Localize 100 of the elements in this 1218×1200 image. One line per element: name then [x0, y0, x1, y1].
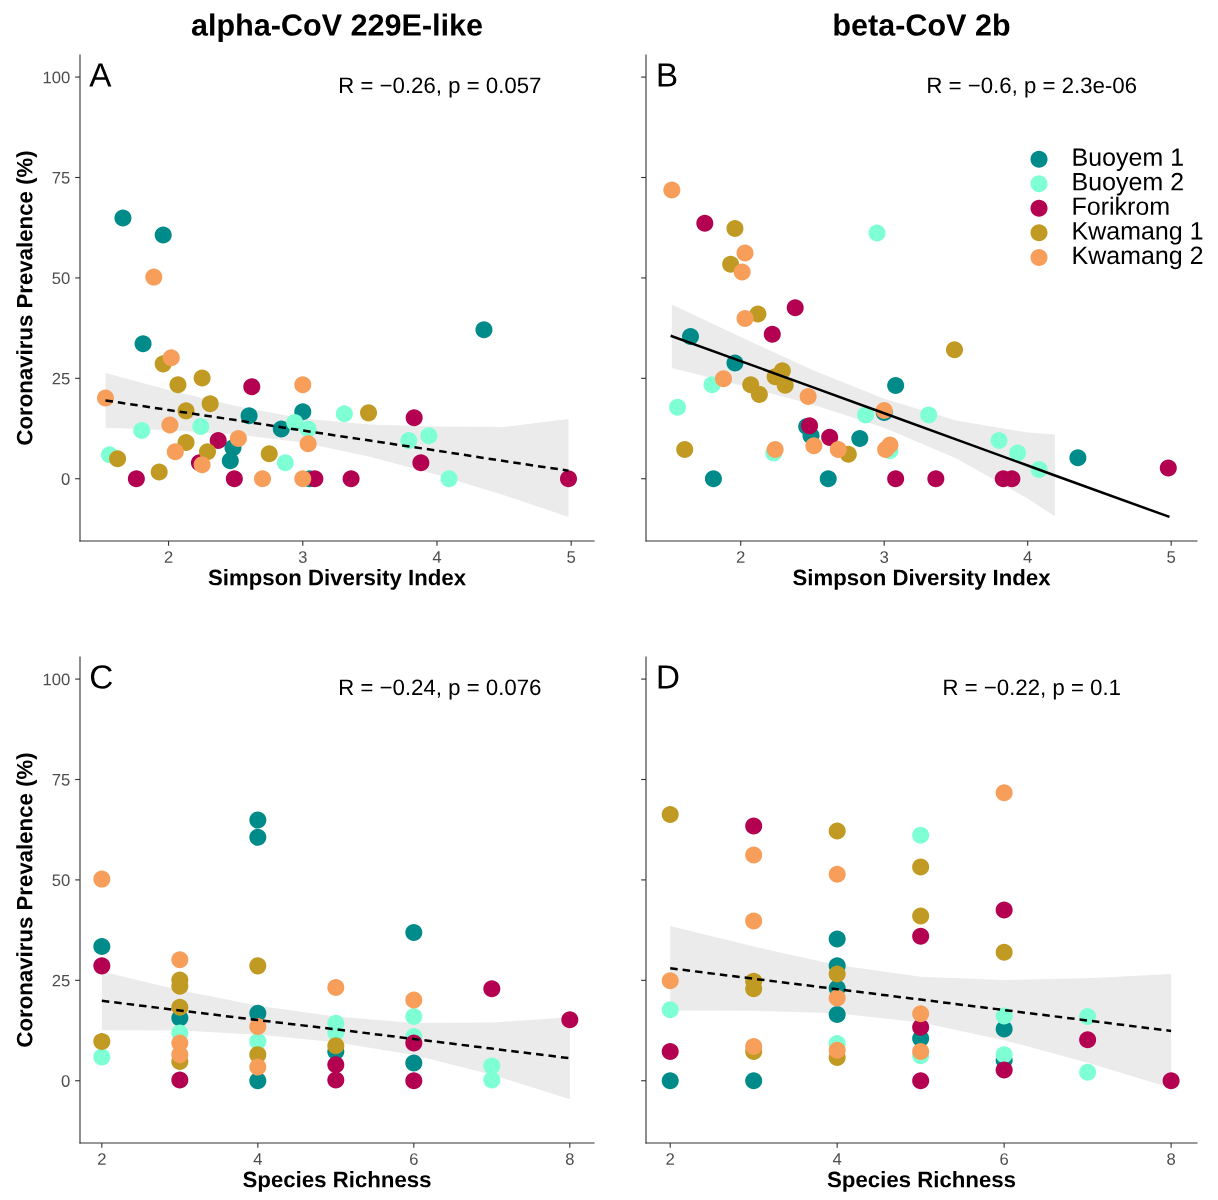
point	[335, 405, 353, 423]
x-tick-label: 6	[1000, 1153, 1009, 1165]
y-tick-label: 75	[52, 172, 70, 184]
point	[327, 1071, 345, 1089]
point	[133, 422, 151, 440]
point	[661, 1072, 679, 1090]
point	[995, 1061, 1013, 1079]
point	[249, 957, 267, 975]
point	[405, 409, 423, 427]
annotation: R = −0.22, p = 0.1	[944, 679, 1120, 700]
legend-label: Buoyem 1	[1073, 148, 1183, 171]
y-tick-label: 100	[43, 71, 70, 84]
point	[763, 325, 781, 343]
point	[696, 214, 714, 232]
point	[405, 1072, 423, 1090]
point	[171, 1071, 189, 1089]
point	[154, 226, 172, 244]
point	[412, 454, 430, 472]
point	[299, 435, 317, 453]
point	[109, 450, 127, 468]
point	[857, 406, 875, 424]
point	[912, 858, 930, 876]
point	[819, 470, 837, 488]
point	[661, 1042, 679, 1060]
point	[828, 865, 846, 883]
x-tick-label: 4	[253, 1153, 262, 1165]
point	[1069, 449, 1087, 467]
y-axis-title: Coronavirus Prevalence (%)	[16, 151, 37, 445]
x-tick-label: 5	[567, 551, 576, 563]
x-tick-label: 2	[736, 551, 745, 563]
point	[294, 376, 312, 394]
point	[161, 416, 179, 434]
point	[249, 811, 267, 829]
point	[745, 817, 763, 835]
point	[828, 822, 846, 840]
point	[201, 395, 219, 413]
point	[750, 385, 768, 403]
point	[881, 436, 899, 454]
legend-label: Kwamang 1	[1073, 222, 1203, 245]
x-axis-title: Species Richness	[827, 1171, 1016, 1192]
x-tick-label: 2	[164, 551, 173, 563]
point	[714, 370, 732, 388]
point	[912, 1005, 930, 1023]
y-tick-label: 75	[52, 774, 70, 786]
point	[209, 432, 227, 450]
point	[1079, 1031, 1097, 1049]
point	[171, 1046, 189, 1064]
x-tick-label: 5	[1167, 551, 1176, 563]
point	[342, 470, 360, 488]
point	[400, 432, 418, 450]
point	[1162, 1072, 1180, 1090]
x-axis-title: Simpson Diversity Index	[208, 569, 466, 590]
point	[912, 1042, 930, 1060]
point	[766, 440, 784, 458]
point	[145, 268, 163, 286]
point	[276, 454, 294, 472]
point	[93, 938, 111, 956]
annotation: R = −0.26, p = 0.057	[340, 77, 541, 98]
point	[254, 470, 272, 488]
point	[912, 826, 930, 844]
point	[260, 445, 278, 463]
point	[327, 1056, 345, 1074]
point	[192, 418, 210, 436]
x-tick-label: 6	[410, 1153, 418, 1165]
legend-label: Forikrom	[1073, 196, 1169, 216]
point	[162, 349, 180, 367]
point	[829, 440, 847, 458]
point	[327, 979, 345, 997]
y-tick-label: 0	[61, 473, 70, 485]
chart-title: alpha-CoV 229E-like	[191, 13, 483, 42]
point	[722, 255, 740, 273]
point	[166, 443, 184, 461]
point	[995, 1007, 1013, 1025]
point	[405, 924, 423, 942]
annotation: C	[90, 665, 113, 689]
x-tick-label: 2	[98, 1153, 106, 1165]
point	[745, 1072, 763, 1090]
x-tick-label: 3	[298, 551, 307, 563]
point	[360, 404, 378, 422]
annotation: R = −0.6, p = 2.3e-06	[928, 77, 1137, 98]
point	[805, 437, 823, 455]
point	[475, 321, 493, 339]
annotation: A	[89, 63, 112, 87]
point	[786, 299, 804, 317]
chart-title: beta-CoV 2b	[834, 13, 1010, 36]
point	[249, 1018, 267, 1036]
point	[995, 1046, 1013, 1064]
point	[868, 224, 886, 242]
point	[229, 430, 247, 448]
point	[127, 470, 145, 488]
point	[995, 901, 1013, 919]
x-tick-label: 4	[432, 551, 442, 563]
point	[661, 1001, 679, 1019]
point	[1009, 444, 1027, 462]
annotation: B	[658, 63, 677, 87]
y-tick-label: 100	[43, 673, 70, 686]
point	[663, 181, 681, 199]
point	[851, 430, 869, 448]
x-axis-title: Species Richness	[243, 1171, 431, 1192]
legend-label: Kwamang 2	[1073, 246, 1203, 270]
